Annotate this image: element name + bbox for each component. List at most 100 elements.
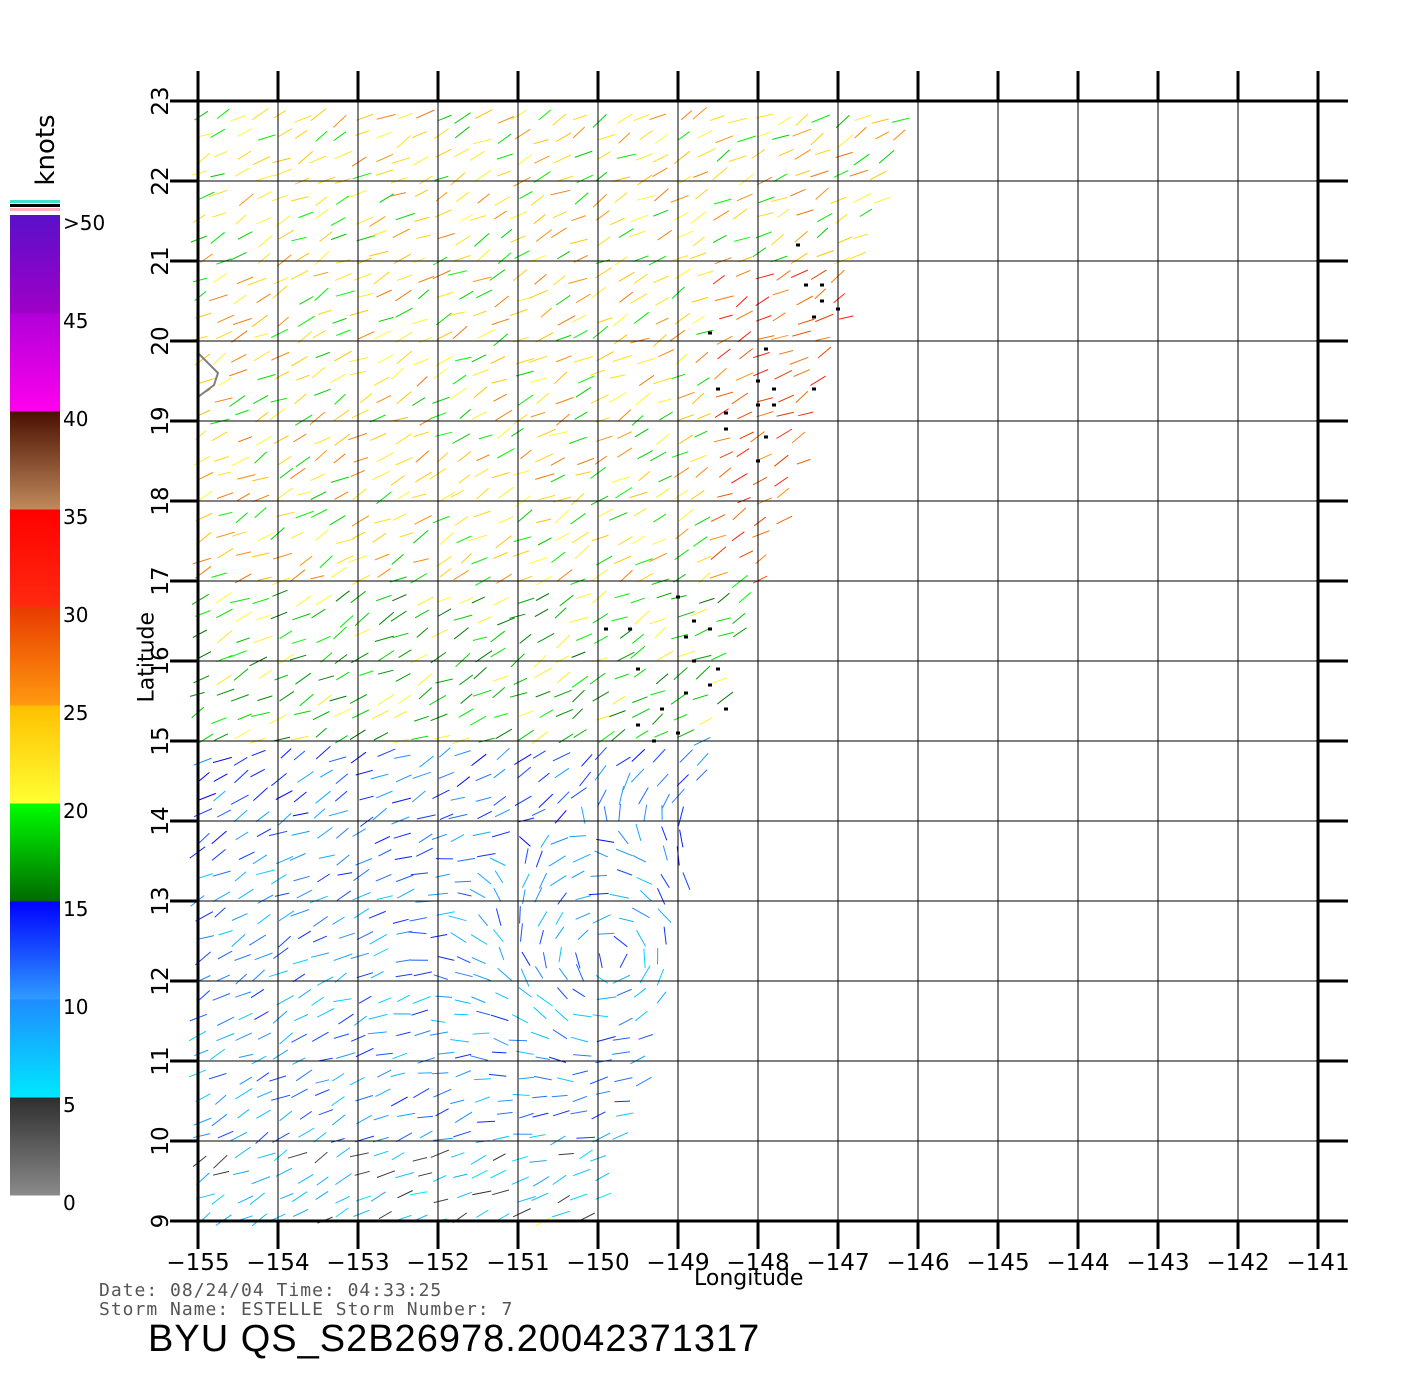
wind-vector [712, 677, 727, 684]
wind-vector [535, 229, 553, 242]
wind-vector [854, 193, 872, 203]
wind-vector [198, 873, 213, 879]
wind-vector [273, 947, 289, 960]
wind-vector [494, 870, 504, 884]
wind-vector [333, 626, 347, 640]
wind-vector [536, 392, 550, 405]
wind-vector [735, 269, 751, 277]
wind-vector [692, 236, 705, 247]
wind-vector [332, 916, 345, 925]
wind-vector [231, 913, 248, 921]
wind-vector [416, 814, 436, 820]
wind-vector [289, 654, 307, 661]
wind-vector [695, 665, 711, 680]
wind-vector [636, 877, 653, 885]
wind-vector [696, 555, 712, 563]
wind-vector [476, 1209, 489, 1218]
wind-vector [574, 150, 593, 158]
wind-vector [636, 357, 656, 365]
wind-vector [556, 132, 572, 142]
wind-vector [731, 531, 745, 542]
wind-vector [295, 672, 312, 685]
wind-vector [330, 1138, 345, 1143]
wind-vector [630, 768, 645, 783]
y-tick-label: 12 [148, 966, 174, 995]
wind-vector [336, 854, 350, 866]
grid-lines [170, 71, 1348, 1249]
wind-vector [652, 748, 666, 763]
wind-vector [571, 651, 586, 658]
wind-vector [392, 513, 407, 521]
wind-vector [638, 787, 649, 805]
wind-vector [478, 737, 495, 743]
wind-vector [756, 315, 772, 322]
wind-vector [752, 476, 768, 486]
wind-vector [557, 892, 567, 905]
wind-vector [335, 1173, 352, 1186]
colorbar-tick-label: 15 [63, 897, 88, 921]
wind-vector [212, 993, 231, 1001]
wind-vector [333, 998, 352, 1003]
wind-vector [416, 847, 433, 857]
wind-vector [191, 593, 209, 606]
wind-vector [257, 576, 272, 581]
wind-vector [431, 628, 449, 638]
wind-vector [613, 935, 628, 948]
wind-vector [556, 294, 571, 306]
wind-vector [395, 774, 412, 783]
wind-vector [211, 849, 226, 861]
wind-vector [236, 637, 251, 643]
wind-vector [352, 574, 371, 585]
wind-vector [231, 531, 247, 537]
wind-vector [291, 236, 307, 242]
wind-vector [337, 872, 353, 876]
wind-vector [676, 230, 694, 239]
wind-vector [454, 750, 471, 757]
wind-vector [554, 532, 570, 542]
wind-vector [391, 157, 411, 164]
wind-vector [254, 333, 268, 338]
wind-vector [635, 153, 653, 161]
wind-vector [252, 969, 265, 982]
wind-vector [310, 491, 327, 500]
wind-vector [569, 616, 589, 623]
wind-vector [717, 493, 733, 498]
wind-vector [212, 891, 231, 903]
wind-vector [238, 888, 254, 900]
wind-vector [477, 872, 492, 885]
wind-vector [471, 1169, 488, 1179]
rain-flag-mark [604, 627, 608, 631]
wind-vector [290, 909, 310, 917]
y-tick-label: 13 [148, 886, 174, 915]
wind-vector [833, 169, 849, 178]
wind-vector [612, 1051, 631, 1055]
wind-vector [520, 449, 532, 460]
wind-vector [677, 611, 695, 618]
wind-vector [311, 1031, 329, 1042]
wind-vector [472, 138, 492, 145]
wind-vector [773, 454, 789, 467]
wind-vector [590, 394, 609, 404]
wind-vector [739, 431, 754, 440]
wind-vector [598, 508, 614, 518]
wind-vector [455, 356, 472, 362]
wind-vector [292, 613, 311, 621]
wind-vector [555, 708, 574, 717]
wind-vector [349, 1076, 365, 1086]
wind-vector [493, 393, 507, 402]
wind-vector [475, 773, 492, 782]
wind-vector [491, 831, 511, 838]
wind-vector [274, 892, 290, 897]
wind-vector [496, 1111, 513, 1115]
wind-vector [251, 1176, 271, 1185]
wind-vector [649, 113, 666, 120]
wind-vector [794, 230, 808, 243]
wind-vector [616, 869, 633, 876]
wind-vector [535, 1056, 551, 1060]
wind-vector [232, 1170, 250, 1176]
wind-vector [411, 318, 428, 325]
wind-vector [216, 1016, 235, 1026]
wind-vector [677, 131, 690, 141]
wind-vector [509, 613, 526, 619]
wind-vector [530, 411, 546, 418]
